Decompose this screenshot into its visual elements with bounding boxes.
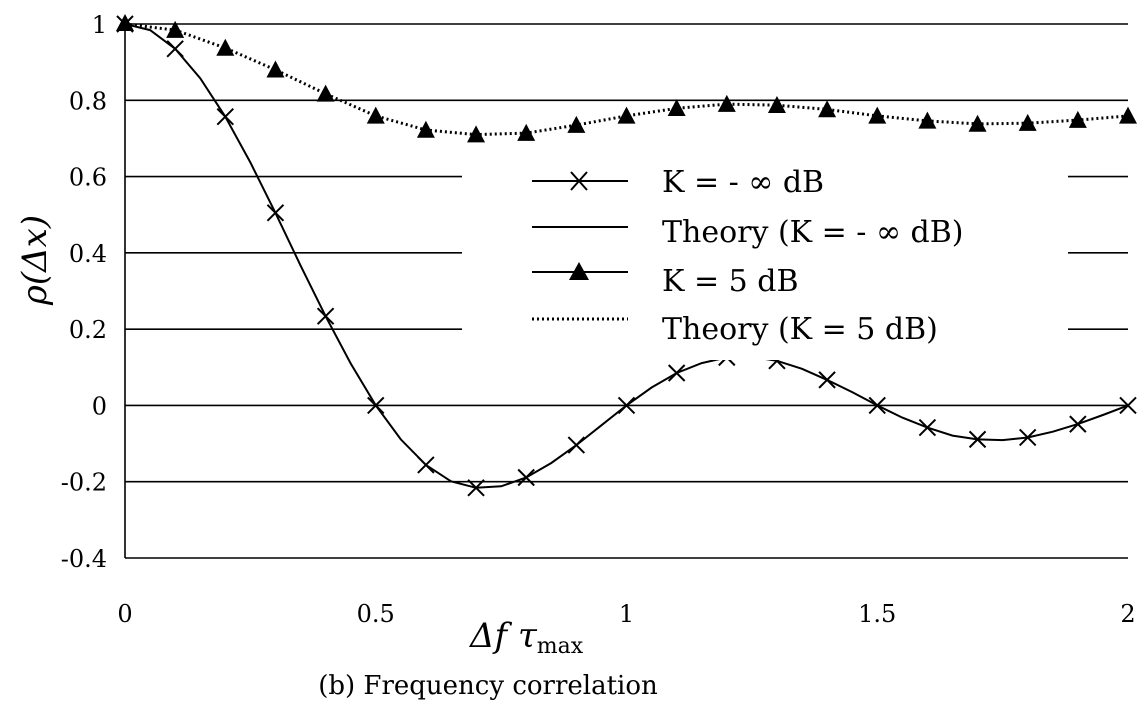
data-point-triangle-marker	[717, 94, 736, 112]
legend-background	[462, 148, 1068, 360]
legend-entry-k-5db: K = 5 dB	[532, 262, 799, 299]
y-axis-title: ρ(Δx)	[15, 215, 55, 306]
x-axis-title: Δf τmax	[468, 616, 584, 659]
data-point-triangle-marker	[316, 84, 335, 102]
y-tick-label: 0.4	[69, 240, 107, 268]
x-tick-label: 1	[619, 600, 634, 628]
legend-entry-theory-k-5db: Theory (K = 5 dB)	[532, 312, 938, 347]
x-tick-label: 2	[1120, 600, 1135, 628]
y-tick-label: -0.4	[61, 545, 107, 573]
y-tick-label: 0.6	[69, 164, 107, 192]
data-point-triangle-marker	[667, 99, 686, 117]
y-tick-label: -0.2	[61, 469, 107, 497]
theory-kinf-line	[124, 23, 1129, 489]
y-tick-label: 0.2	[69, 316, 107, 344]
data-point-triangle-marker	[266, 60, 285, 78]
y-axis-title-text: ρ(Δx)	[15, 215, 55, 306]
legend-label-theory-k-5db: Theory (K = 5 dB)	[662, 312, 938, 347]
data-point-triangle-marker	[818, 100, 837, 118]
plot-series	[116, 14, 1137, 497]
data-point-triangle-marker	[366, 106, 385, 124]
theory-k5-line	[124, 22, 1129, 137]
y-tick-label: 0	[92, 392, 107, 420]
legend-label-k-5db: K = 5 dB	[662, 264, 799, 299]
y-tick-label: 0.8	[69, 87, 107, 115]
x-axis-title-subscript: max	[537, 634, 584, 659]
legend-label-theory-k-minus-inf: Theory (K = - ∞ dB)	[662, 215, 963, 250]
x-axis-title-main: Δf τ	[468, 616, 538, 656]
legend: K = - ∞ dB Theory (K = - ∞ dB) K = 5 dB …	[462, 148, 1068, 360]
data-point-triangle-marker	[116, 14, 134, 31]
data-point-triangle-marker	[216, 38, 235, 56]
legend-x-marker-icon	[570, 171, 588, 191]
y-tick-label: 1	[92, 11, 107, 39]
legend-entry-theory-k-minus-inf: Theory (K = - ∞ dB)	[532, 215, 963, 250]
legend-entry-k-minus-inf: K = - ∞ dB	[532, 165, 824, 200]
x-tick-label: 1.5	[858, 600, 896, 628]
data-point-triangle-marker	[767, 96, 786, 114]
data-point-triangle-marker	[1119, 106, 1137, 124]
legend-label-k-minus-inf: K = - ∞ dB	[662, 165, 824, 200]
x-tick-label: 0.5	[357, 600, 395, 628]
chart-caption: (b) Frequency correlation	[318, 671, 658, 701]
axes: -0.4 -0.2 0 0.2 0.4 0.6 0.8 1 0 0.5 1 1.5 2	[61, 11, 1136, 628]
x-tick-label: 0	[117, 600, 132, 628]
svg-text:Δf τmax: Δf τmax	[468, 616, 584, 659]
data-point-triangle-marker	[567, 115, 586, 133]
legend-triangle-marker-icon	[569, 262, 589, 280]
data-point-triangle-marker	[617, 106, 636, 124]
